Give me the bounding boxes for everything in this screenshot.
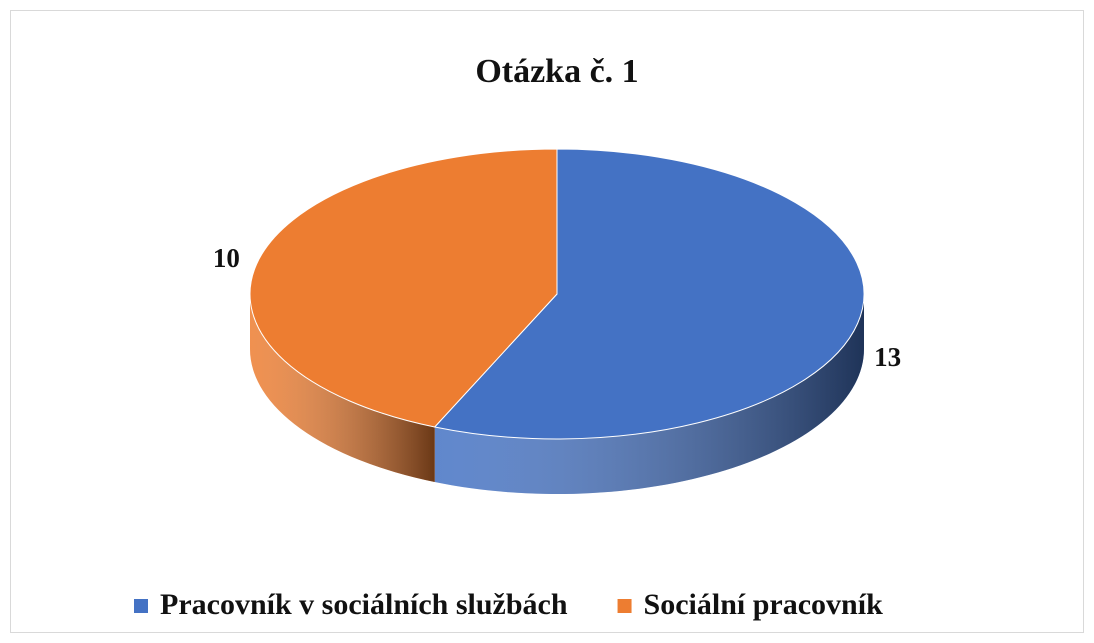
slice xyxy=(249,148,558,428)
legend-label: Pracovník v sociálních službách xyxy=(160,588,568,621)
data-label: 13 xyxy=(874,342,901,372)
legend-label: Sociální pracovník xyxy=(644,588,884,621)
legend-marker xyxy=(134,599,148,613)
data-label: 10 xyxy=(213,243,240,273)
slice-side-shade xyxy=(434,294,864,495)
slice xyxy=(433,148,865,440)
slice-side-shade xyxy=(250,294,435,482)
chart-title: Otázka č. 1 xyxy=(475,53,638,90)
legend-marker xyxy=(617,599,632,613)
